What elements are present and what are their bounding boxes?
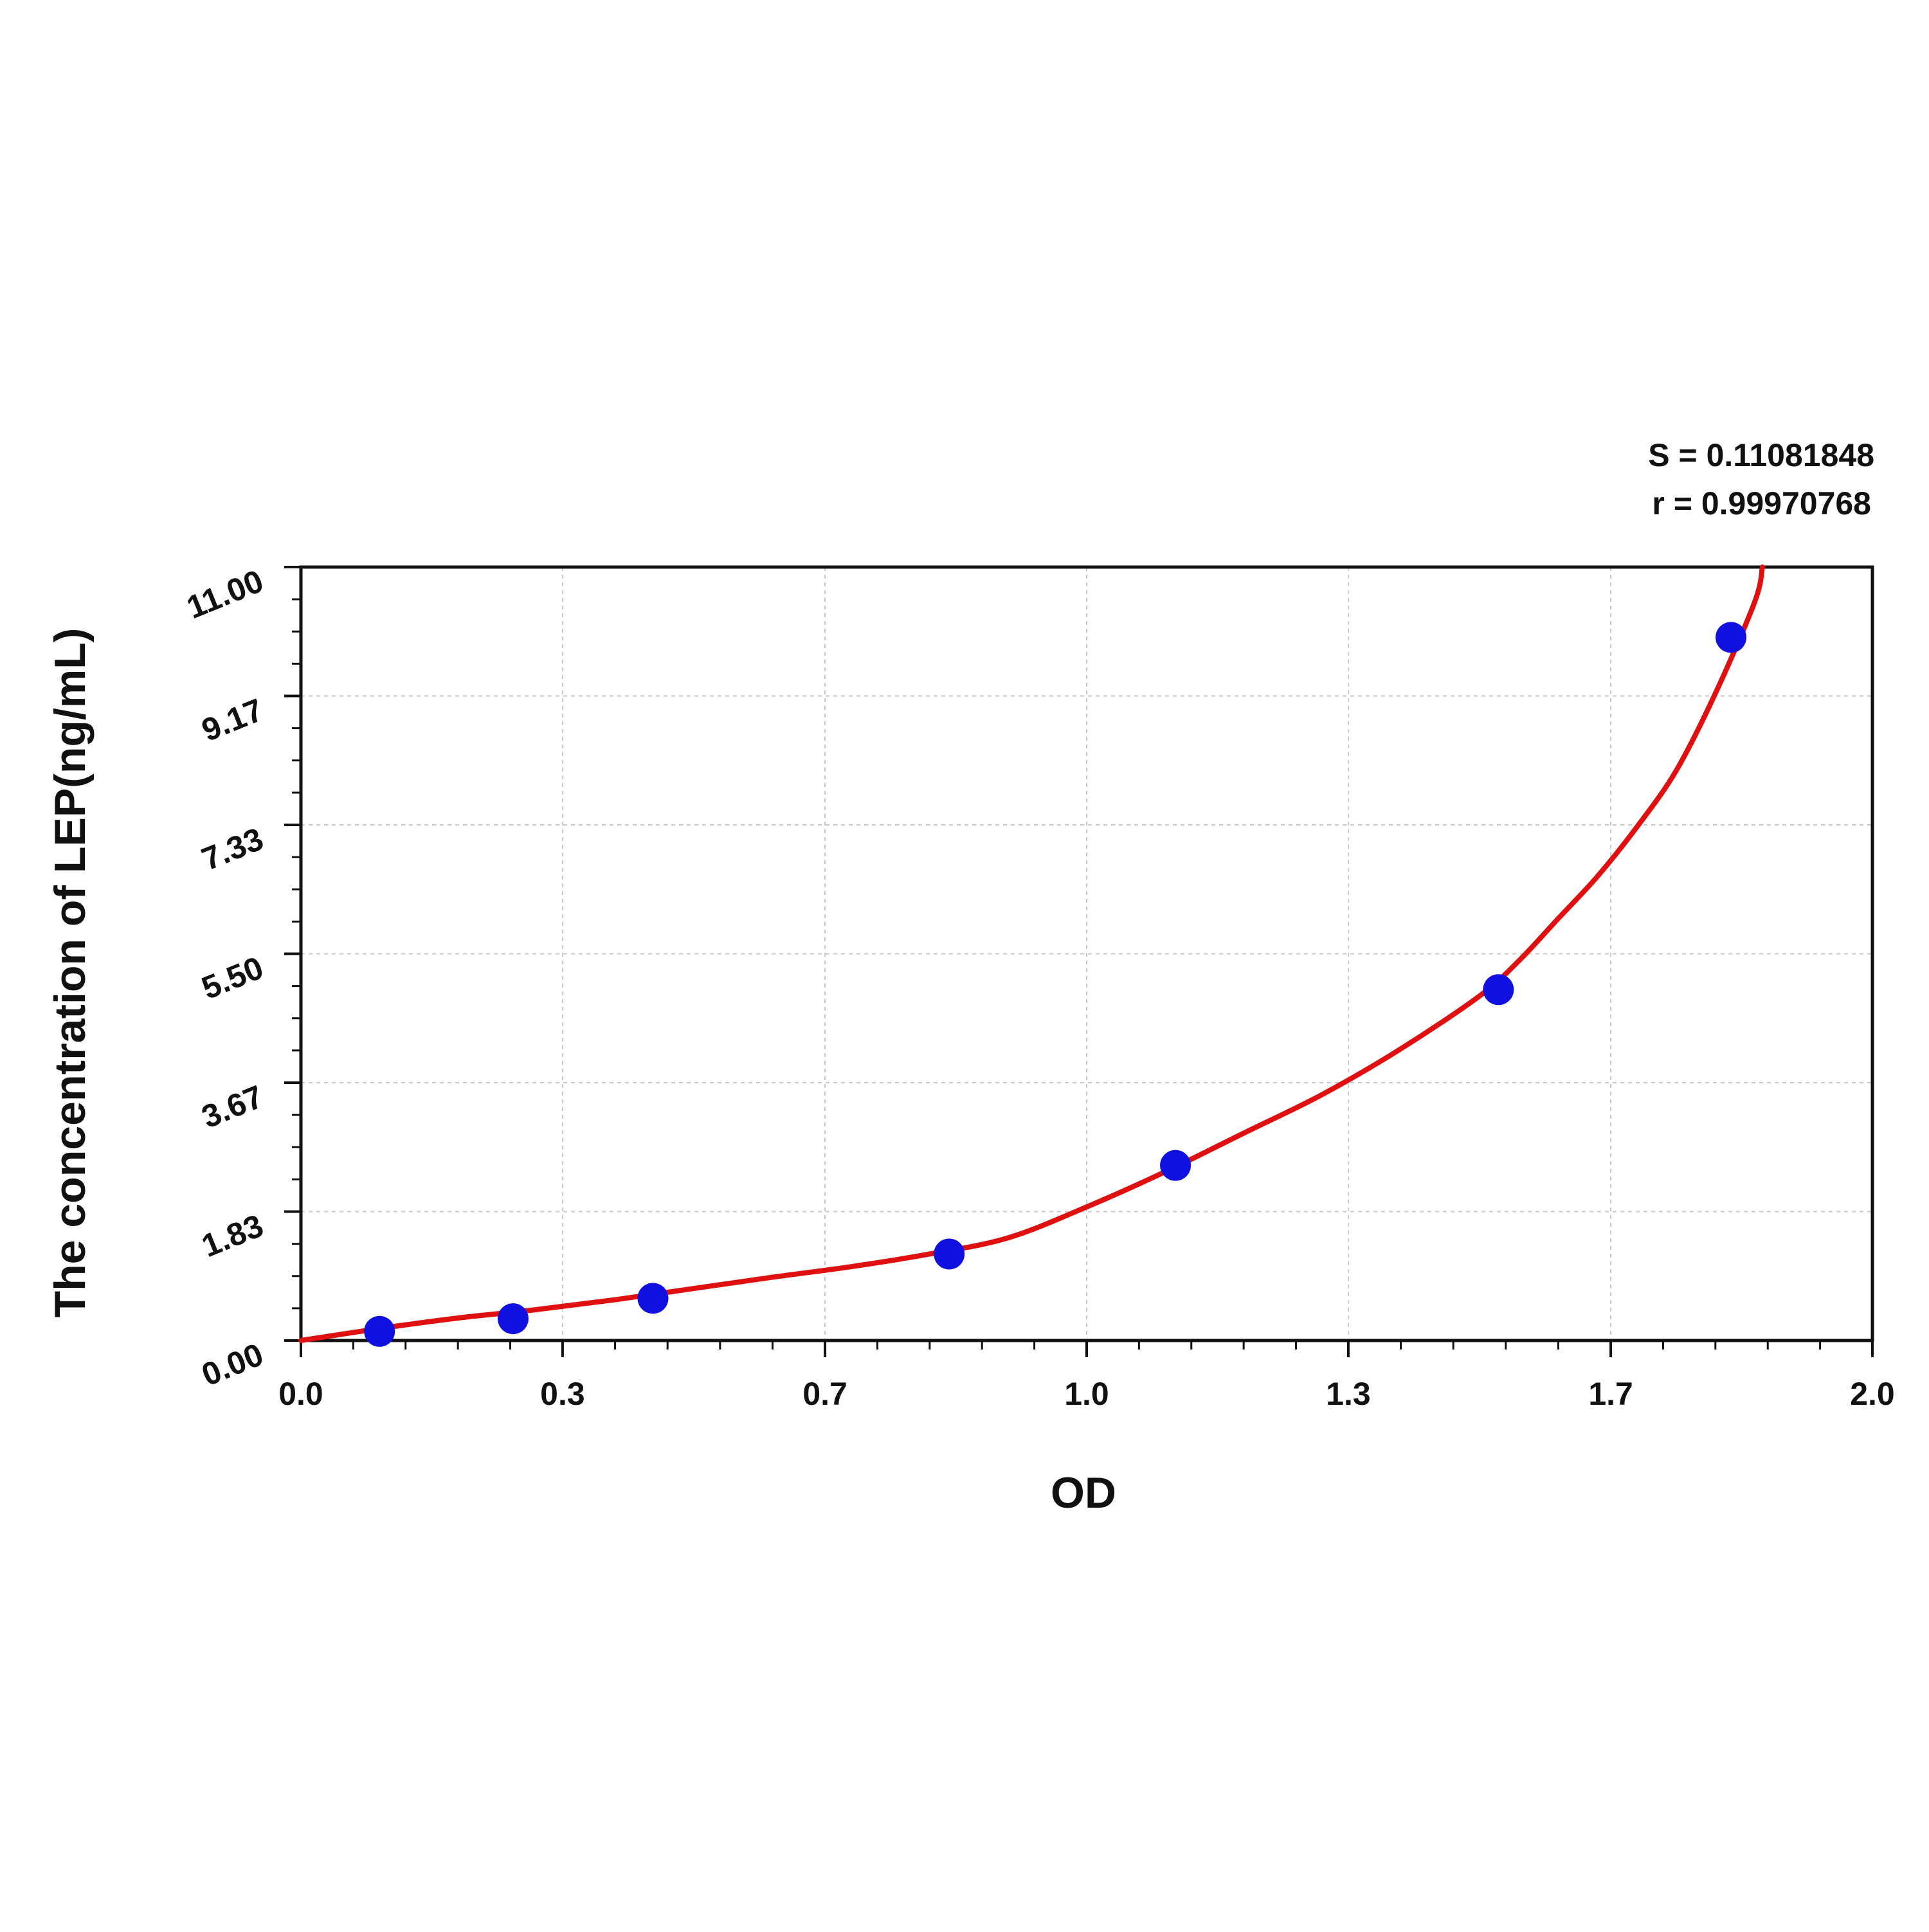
- data-point: [1483, 974, 1514, 1006]
- y-tick-label: 9.17: [197, 692, 268, 748]
- x-tick-label: 1.3: [1326, 1376, 1371, 1412]
- x-tick-label: 1.0: [1064, 1376, 1109, 1412]
- x-tick-label: 0.3: [540, 1376, 585, 1412]
- data-point: [1160, 1150, 1191, 1181]
- x-tick-label: 0.0: [278, 1376, 323, 1412]
- y-tick-label: 5.50: [197, 950, 268, 1006]
- data-point: [497, 1303, 529, 1335]
- x-tick-label: 0.7: [802, 1376, 847, 1412]
- r-value-annotation: r = 0.99970768: [1652, 485, 1871, 521]
- data-point: [637, 1283, 669, 1314]
- y-tick-label: 1.83: [197, 1207, 268, 1264]
- tick-labels: 0.0 0.3 0.7 1.0 1.3 1.7 2.0 0.00 1.83 3.67 5.50 7.3…: [182, 563, 1895, 1412]
- data-point: [1716, 622, 1747, 653]
- grid-lines: [301, 567, 1872, 1341]
- data-points-layer: [364, 622, 1747, 1347]
- data-point: [364, 1315, 395, 1347]
- y-tick-label: 11.00: [182, 563, 268, 626]
- y-tick-label: 7.33: [197, 820, 268, 877]
- s-value-annotation: S = 0.11081848: [1648, 437, 1874, 473]
- x-tick-label: 1.7: [1588, 1376, 1633, 1412]
- y-tick-label: 3.67: [197, 1078, 268, 1135]
- x-tick-label: 2.0: [1850, 1376, 1895, 1412]
- y-axis-title: The concentration of LEP(ng/mL): [46, 628, 95, 1318]
- data-point: [934, 1238, 965, 1270]
- axis-ticks: [284, 566, 1874, 1357]
- y-tick-label: 0.00: [197, 1336, 268, 1393]
- x-axis-title: OD: [1051, 1468, 1116, 1517]
